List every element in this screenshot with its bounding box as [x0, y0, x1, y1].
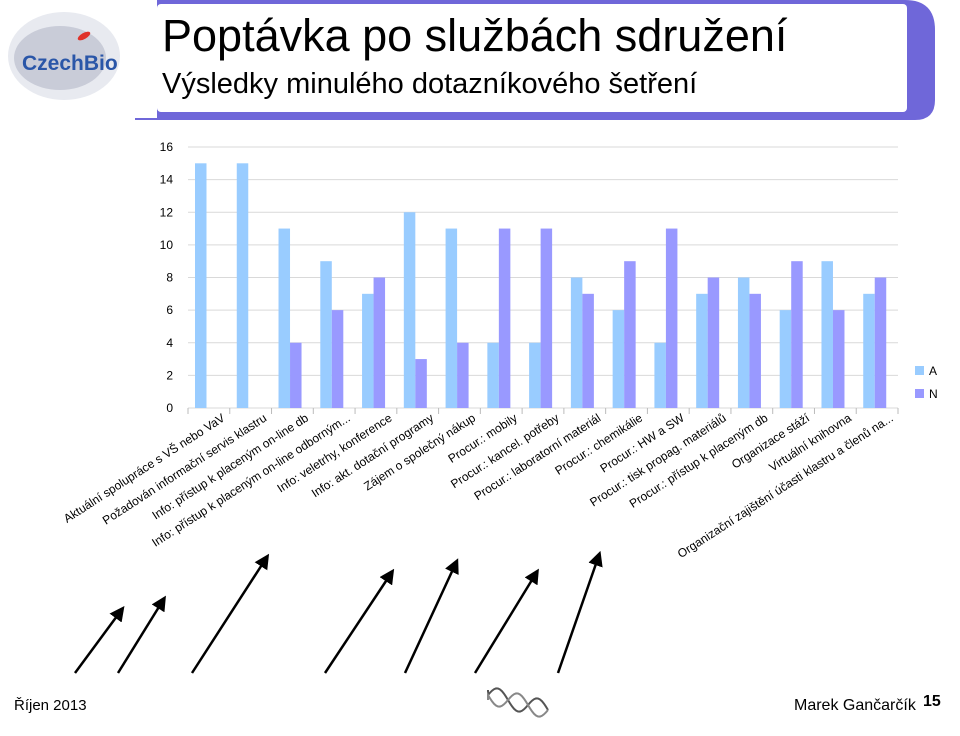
- y-tick-label: 4: [166, 336, 173, 350]
- bar-N-7: [498, 228, 511, 408]
- footer-author: Marek Gančarčík: [794, 697, 916, 714]
- dna-strand: [487, 687, 549, 713]
- bar-A-15: [821, 261, 833, 408]
- slide-title: Poptávka po službách sdružení: [162, 10, 788, 61]
- bar-N-4: [373, 277, 386, 408]
- bar-A-14: [779, 310, 792, 408]
- bar-N-3: [331, 310, 344, 408]
- page-number: 15: [923, 693, 941, 710]
- header-white-gap: [135, 0, 157, 118]
- legend-swatch: [915, 366, 924, 375]
- dna-strand: [487, 691, 549, 718]
- header-title-panel: [157, 4, 907, 112]
- highlight-arrow: [116, 595, 166, 674]
- highlight-arrow: [473, 568, 539, 674]
- legend-label: A: [929, 364, 937, 378]
- y-tick-label: 10: [160, 238, 174, 252]
- highlight-arrows: [73, 550, 603, 674]
- bar-N-2: [290, 342, 302, 408]
- y-tick-label: 12: [160, 205, 174, 219]
- bar-N-13: [749, 293, 761, 408]
- bar-A-12: [696, 293, 708, 408]
- y-tick-label: 16: [160, 140, 174, 154]
- bar-A-6: [445, 228, 458, 408]
- header-band: [135, 0, 935, 120]
- y-tick-label: 8: [166, 271, 173, 285]
- y-tick-label: 6: [166, 303, 173, 317]
- bar-N-15: [832, 310, 845, 408]
- logo-text: CzechBio: [22, 52, 118, 75]
- bar-A-2: [278, 228, 291, 408]
- highlight-arrow: [403, 558, 459, 674]
- bar-N-10: [624, 261, 636, 408]
- bar-A-9: [570, 277, 583, 408]
- bar-A-16: [863, 293, 875, 408]
- highlight-arrow: [556, 550, 603, 674]
- czechbio-logo: CzechBio: [8, 12, 120, 100]
- bar-A-10: [612, 310, 625, 408]
- bar-N-8: [540, 228, 553, 408]
- bar-A-11: [654, 342, 666, 408]
- x-tick-label: Požadován informační servis klastru: [100, 411, 269, 528]
- x-tick-label: Info: přístup k placeným on-line db: [149, 411, 311, 523]
- bar-A-13: [737, 277, 750, 408]
- highlight-arrow: [190, 553, 270, 674]
- bar-N-5: [415, 359, 427, 408]
- legend-label: N: [929, 387, 938, 401]
- legend-swatch: [915, 389, 924, 398]
- y-tick-label: 2: [166, 368, 173, 382]
- bar-A-8: [529, 342, 541, 408]
- bar-A-1: [236, 163, 249, 408]
- bars: [195, 163, 887, 408]
- bar-N-9: [582, 293, 594, 408]
- logo: CzechBio: [0, 0, 135, 118]
- x-axis-labels: Aktuální spolupráce s VŠ nebo VaVPožadov…: [61, 410, 896, 561]
- bar-N-6: [457, 342, 469, 408]
- bar-A-0: [195, 163, 207, 408]
- footer-date: Říjen 2013: [14, 697, 87, 714]
- legend: AN: [915, 364, 938, 401]
- highlight-arrow: [323, 568, 395, 674]
- bar-N-14: [791, 261, 803, 408]
- y-tick-label: 14: [160, 173, 174, 187]
- slide-header: CzechBio Poptávka po službách sdružení V…: [0, 0, 960, 130]
- dna-icon: [487, 687, 549, 718]
- bar-N-11: [665, 228, 678, 408]
- highlight-arrow: [73, 605, 125, 674]
- bar-A-7: [487, 342, 499, 408]
- bar-A-4: [362, 293, 374, 408]
- bar-A-5: [403, 212, 416, 408]
- bar-N-16: [874, 277, 887, 408]
- bar-N-12: [707, 277, 720, 408]
- y-tick-label: 0: [166, 401, 173, 415]
- y-axis: 0 2 4 6 8 10 12 14 16: [160, 140, 174, 415]
- bar-A-3: [320, 261, 332, 408]
- slide-subtitle: Výsledky minulého dotazníkového šetření: [162, 68, 698, 100]
